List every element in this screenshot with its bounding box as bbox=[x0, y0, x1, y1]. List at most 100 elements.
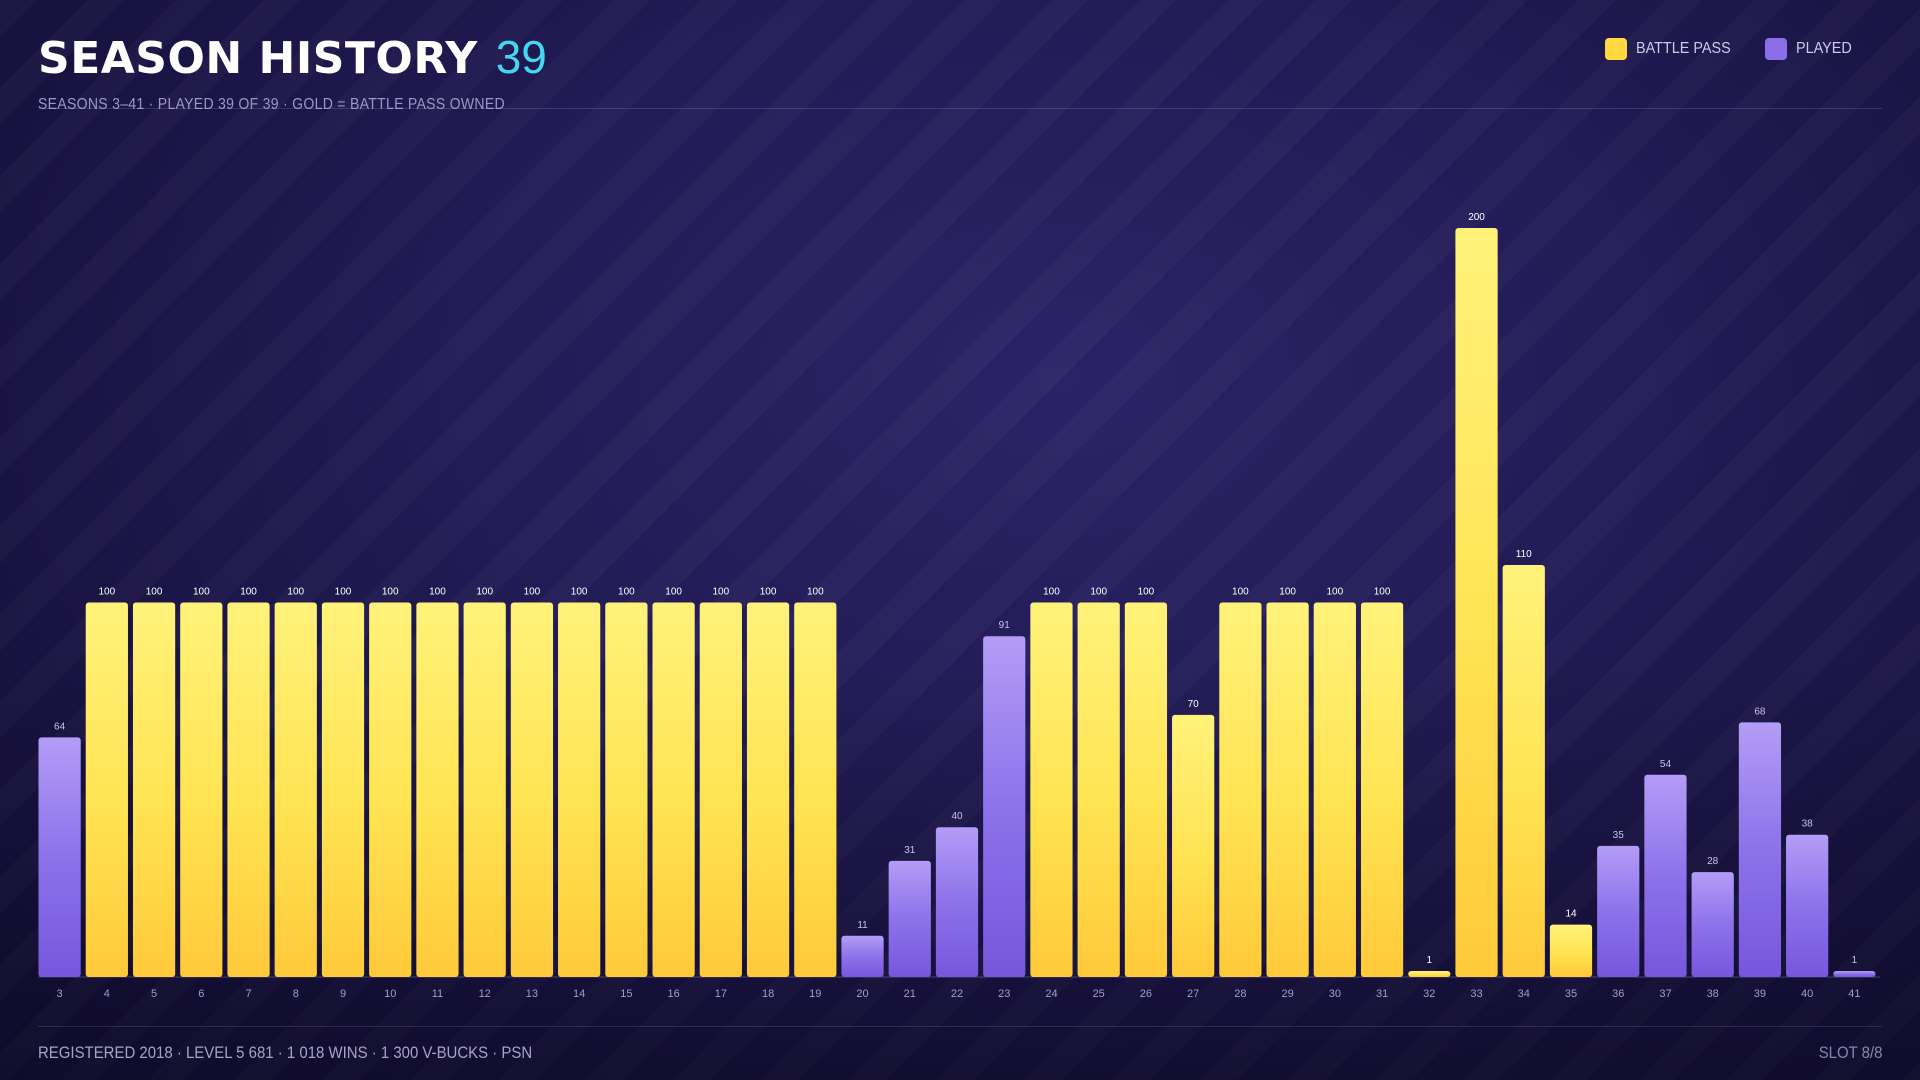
slot-indicator: SLOT 8/8 bbox=[1818, 1043, 1882, 1062]
bar-value-label: 100 bbox=[665, 587, 682, 598]
x-tick-label: 31 bbox=[1376, 988, 1388, 1000]
bar-value-label: 1 bbox=[1427, 955, 1433, 966]
x-tick-label: 21 bbox=[904, 988, 916, 1000]
bar-season-22 bbox=[935, 827, 979, 977]
header-divider bbox=[38, 108, 1882, 109]
bar-value-label: 100 bbox=[382, 587, 399, 598]
bar-season-6 bbox=[180, 602, 223, 977]
season-count: 39 bbox=[495, 31, 547, 83]
bar-season-41 bbox=[1833, 971, 1876, 977]
bar-value-label: 100 bbox=[760, 587, 777, 598]
bar-value-label: 110 bbox=[1516, 549, 1532, 560]
bar-season-13 bbox=[510, 602, 554, 977]
bar-value-label: 100 bbox=[524, 587, 541, 598]
x-tick-label: 28 bbox=[1234, 988, 1246, 1000]
bar-season-9 bbox=[321, 602, 365, 977]
bar-value-label: 100 bbox=[1374, 587, 1391, 598]
bar-season-36 bbox=[1597, 845, 1640, 977]
x-tick-label: 40 bbox=[1801, 988, 1813, 1000]
bar-season-18 bbox=[746, 602, 790, 977]
bar-season-24 bbox=[1030, 602, 1073, 977]
x-tick-label: 32 bbox=[1423, 988, 1435, 1000]
bar-season-28 bbox=[1219, 602, 1262, 977]
bar-season-3 bbox=[38, 737, 81, 977]
bar-season-23 bbox=[983, 636, 1026, 977]
x-tick-label: 19 bbox=[809, 988, 821, 1000]
bar-value-label: 100 bbox=[1232, 587, 1249, 598]
bar-value-label: 100 bbox=[240, 587, 257, 598]
bar-value-label: 40 bbox=[951, 811, 963, 822]
x-tick-label: 27 bbox=[1187, 988, 1199, 1000]
bar-value-label: 28 bbox=[1707, 856, 1719, 867]
bar-value-label: 200 bbox=[1468, 212, 1485, 223]
bar-season-7 bbox=[227, 602, 270, 977]
bar-season-26 bbox=[1124, 602, 1168, 977]
bar-season-35 bbox=[1549, 924, 1593, 977]
x-tick-label: 14 bbox=[573, 988, 585, 1000]
bar-value-label: 100 bbox=[618, 587, 635, 598]
legend-label-battle-pass: BATTLE PASS bbox=[1635, 40, 1731, 57]
bar-value-label: 100 bbox=[429, 587, 446, 598]
x-tick-label: 22 bbox=[951, 988, 963, 1000]
bar-value-label: 38 bbox=[1802, 819, 1814, 830]
bar-season-15 bbox=[605, 602, 648, 977]
bar-value-label: 100 bbox=[1279, 587, 1296, 598]
x-tick-label: 38 bbox=[1707, 988, 1719, 1000]
x-tick-label: 18 bbox=[762, 988, 774, 1000]
bar-value-label: 54 bbox=[1660, 759, 1672, 770]
page-subtitle: SEASONS 3–41 · PLAYED 39 OF 39 · GOLD = … bbox=[38, 96, 505, 113]
header: SEASON HISTORY 39 SEASONS 3–41 · PLAYED … bbox=[38, 30, 569, 114]
bar-value-label: 31 bbox=[904, 845, 916, 856]
bar-season-34 bbox=[1502, 565, 1545, 977]
bar-value-label: 35 bbox=[1613, 830, 1625, 841]
page-title: SEASON HISTORY bbox=[38, 33, 478, 84]
bar-season-29 bbox=[1266, 602, 1309, 977]
x-tick-label: 20 bbox=[856, 988, 868, 1000]
bar-season-40 bbox=[1786, 834, 1829, 977]
legend-item-played: PLAYED bbox=[1765, 38, 1858, 60]
bar-season-33 bbox=[1455, 228, 1498, 977]
bar-season-14 bbox=[558, 602, 601, 977]
x-tick-label: 16 bbox=[667, 988, 679, 1000]
bar-season-19 bbox=[794, 602, 837, 977]
bar-value-label: 100 bbox=[146, 587, 163, 598]
bar-season-17 bbox=[699, 602, 742, 977]
x-tick-label: 9 bbox=[340, 988, 346, 1000]
bar-value-label: 100 bbox=[713, 587, 730, 598]
x-tick-label: 30 bbox=[1329, 988, 1341, 1000]
bar-value-label: 100 bbox=[99, 587, 116, 598]
x-tick-label: 25 bbox=[1093, 988, 1105, 1000]
x-tick-label: 3 bbox=[57, 988, 63, 1000]
title-row: SEASON HISTORY 39 bbox=[38, 30, 569, 84]
legend-swatch-battle-pass bbox=[1604, 38, 1627, 60]
bar-season-37 bbox=[1644, 774, 1687, 977]
bar-value-label: 11 bbox=[857, 920, 868, 931]
x-tick-label: 7 bbox=[245, 988, 251, 1000]
x-tick-label: 6 bbox=[198, 988, 204, 1000]
chart-legend: BATTLE PASS PLAYED bbox=[1604, 38, 1858, 60]
bar-value-label: 100 bbox=[335, 587, 352, 598]
x-tick-label: 17 bbox=[715, 988, 727, 1000]
bar-season-21 bbox=[888, 860, 931, 977]
bar-season-16 bbox=[652, 602, 695, 977]
bar-season-12 bbox=[463, 602, 506, 977]
bar-value-label: 100 bbox=[1090, 587, 1107, 598]
bar-season-11 bbox=[416, 602, 459, 977]
bar-season-25 bbox=[1077, 602, 1120, 977]
bar-value-label: 1 bbox=[1852, 955, 1858, 966]
x-tick-label: 29 bbox=[1281, 988, 1293, 1000]
x-tick-label: 37 bbox=[1659, 988, 1671, 1000]
bar-value-label: 100 bbox=[476, 587, 493, 598]
x-tick-label: 36 bbox=[1612, 988, 1624, 1000]
x-tick-label: 12 bbox=[479, 988, 491, 1000]
x-tick-label: 4 bbox=[104, 988, 110, 1000]
bar-value-label: 64 bbox=[54, 721, 66, 732]
bar-season-20 bbox=[841, 935, 884, 977]
bar-season-27 bbox=[1172, 714, 1215, 977]
x-tick-label: 23 bbox=[998, 988, 1010, 1000]
footer-divider bbox=[38, 1026, 1882, 1027]
x-tick-label: 26 bbox=[1140, 988, 1152, 1000]
bar-value-label: 14 bbox=[1565, 909, 1577, 920]
bar-value-label: 100 bbox=[1327, 587, 1344, 598]
